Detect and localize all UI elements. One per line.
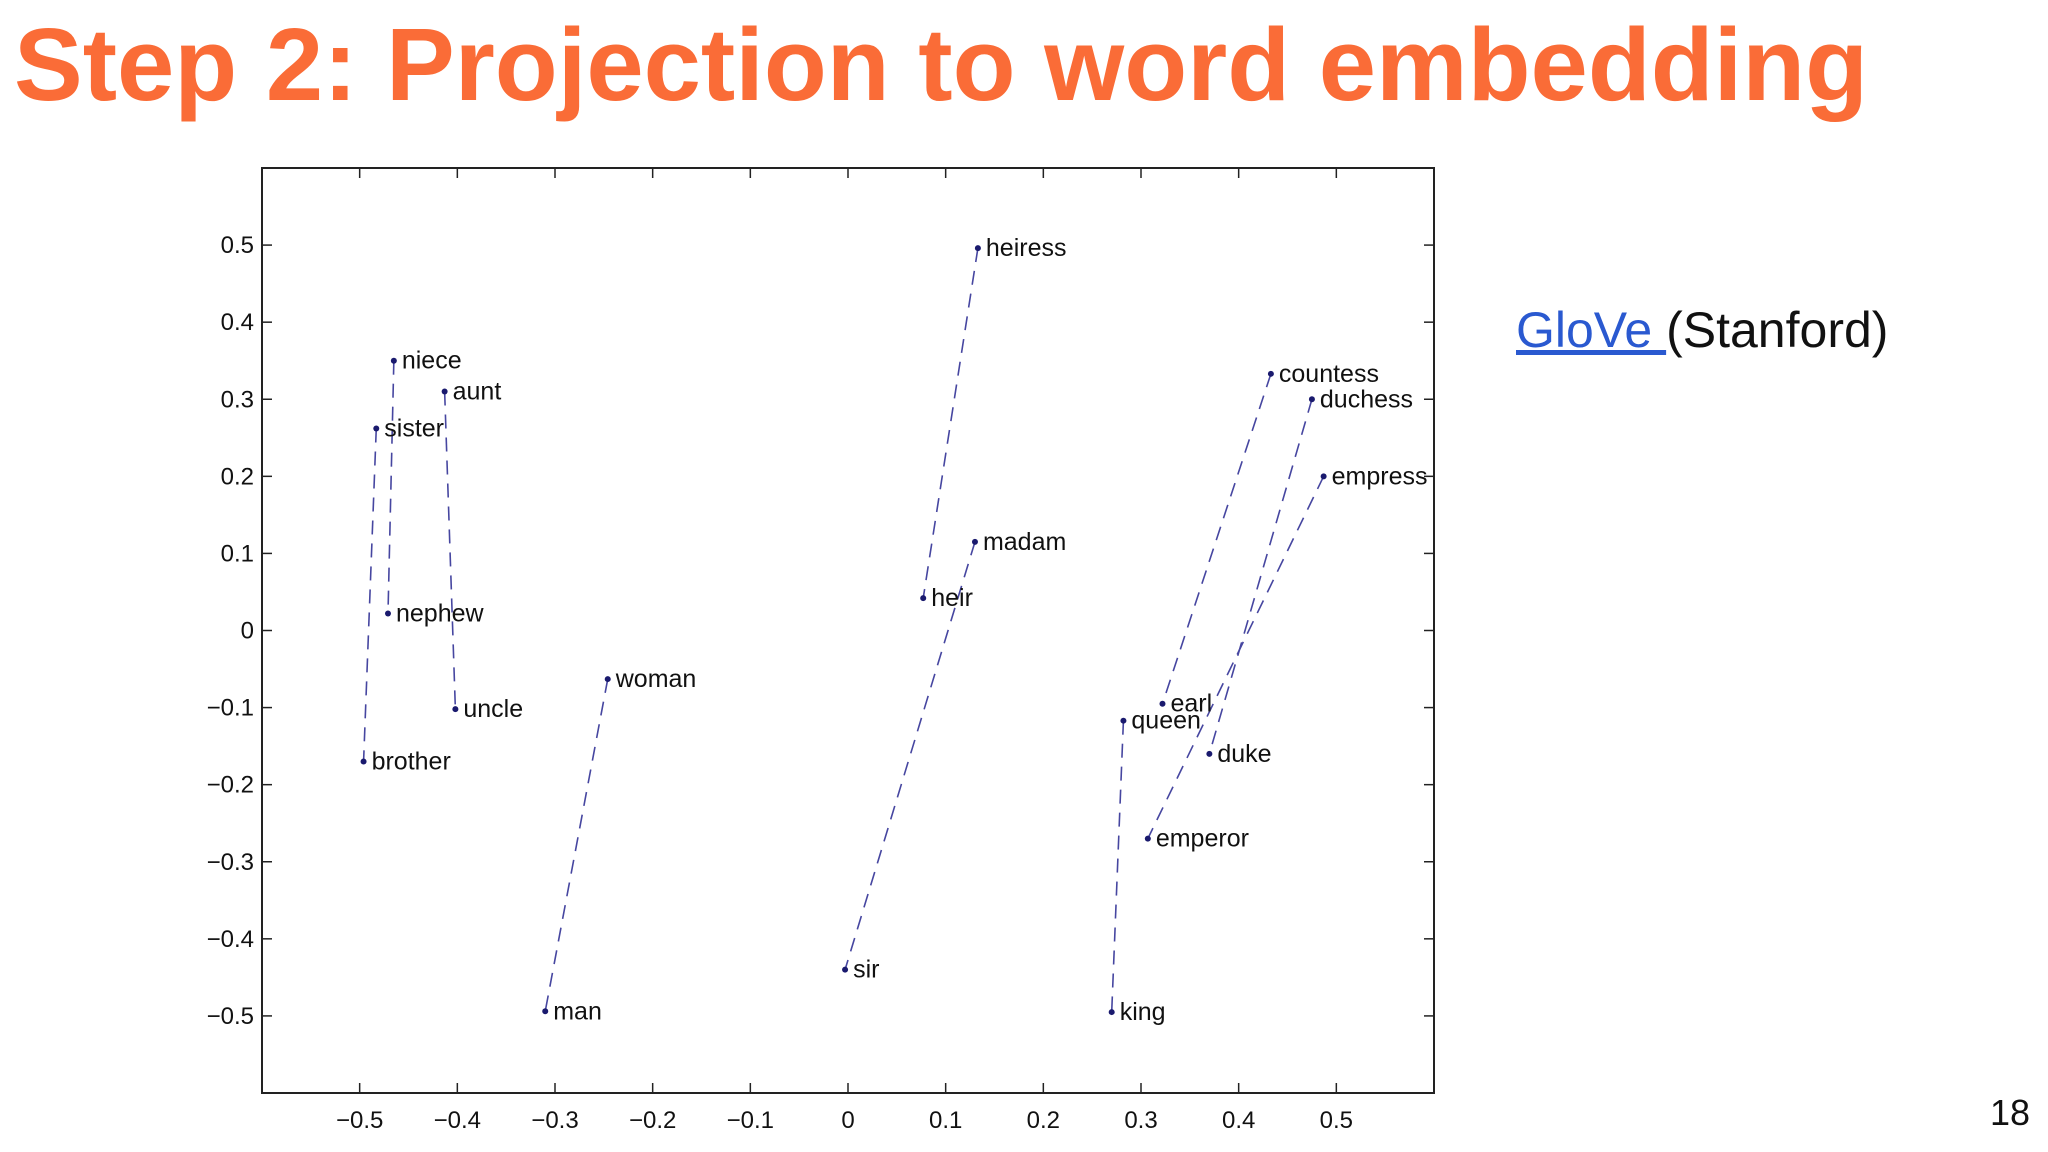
point-label-man: man	[553, 997, 602, 1025]
y-tick-label-0-1: 0.1	[221, 540, 254, 567]
point-nephew	[384, 610, 391, 617]
point-niece	[390, 357, 397, 364]
point-label-duchess: duchess	[1320, 385, 1413, 413]
point-label-earl: earl	[1170, 690, 1212, 718]
point-label-duke: duke	[1217, 740, 1271, 768]
y-tick-label-0: 0	[241, 618, 254, 645]
point-label-empress: empress	[1332, 462, 1428, 490]
point-queen	[1120, 717, 1127, 724]
y-tick-label-0-5: 0.5	[221, 232, 254, 259]
pair-line-sister-brother	[362, 428, 378, 762]
x-tick-label-0-2: 0.2	[1027, 1107, 1060, 1134]
x-axis: −0.5 −0.4 −0.3 −0.2 −0.1 0 0.1 0.2 0.3 0.4 0.5	[336, 168, 1353, 1134]
point-heiress	[974, 245, 981, 252]
glove-link[interactable]: GloVe	[1516, 302, 1667, 358]
point-label-queen: queen	[1131, 707, 1201, 735]
pair-line-woman-man	[544, 678, 609, 1012]
point-sir	[842, 966, 849, 973]
point-label-countess: countess	[1279, 360, 1379, 388]
pair-line-duchess-duke	[1208, 399, 1313, 755]
data-points: niece aunt sister nephew uncle brother woman ma…	[360, 234, 1428, 1026]
pair-line-empress-emperor	[1147, 475, 1325, 839]
point-duchess	[1308, 396, 1315, 403]
y-tick-label-minus-0-3: −0.3	[207, 849, 254, 876]
point-man	[542, 1008, 549, 1015]
point-sister	[373, 425, 380, 432]
point-label-aunt: aunt	[453, 378, 502, 406]
point-aunt	[441, 388, 448, 395]
point-label-brother: brother	[372, 748, 451, 776]
source-note-suffix: (Stanford)	[1666, 302, 1889, 358]
pair-lines	[362, 248, 1325, 1013]
x-tick-label-minus-0-5: −0.5	[336, 1107, 383, 1134]
plot-area-frame	[261, 167, 1435, 1094]
point-label-uncle: uncle	[463, 695, 523, 723]
point-label-heir: heir	[931, 584, 973, 612]
point-label-sir: sir	[853, 956, 879, 984]
slide-title: Step 2: Projection to word embedding	[14, 7, 1869, 122]
point-label-nephew: nephew	[396, 600, 485, 628]
y-tick-label-0-3: 0.3	[221, 386, 254, 413]
x-tick-label-0-4: 0.4	[1222, 1107, 1255, 1134]
y-tick-label-0-4: 0.4	[221, 309, 254, 336]
y-tick-label-minus-0-5: −0.5	[207, 1003, 254, 1030]
pair-line-madam-sir	[844, 541, 976, 970]
y-tick-label-0-2: 0.2	[221, 463, 254, 490]
pair-line-queen-king	[1110, 720, 1125, 1013]
point-king	[1108, 1009, 1115, 1016]
point-label-niece: niece	[402, 347, 462, 375]
x-tick-label-minus-0-1: −0.1	[727, 1107, 774, 1134]
slide-number: 18	[1990, 1092, 2031, 1133]
x-tick-label-minus-0-2: −0.2	[629, 1107, 676, 1134]
y-tick-label-minus-0-2: −0.2	[207, 772, 254, 799]
pair-line-countess-earl	[1161, 373, 1272, 704]
point-earl	[1159, 700, 1166, 707]
point-label-emperor: emperor	[1156, 825, 1249, 853]
point-emperor	[1144, 835, 1151, 842]
point-label-heiress: heiress	[986, 234, 1067, 262]
x-tick-label-0-1: 0.1	[929, 1107, 962, 1134]
point-label-woman: woman	[615, 665, 697, 693]
y-tick-label-minus-0-4: −0.4	[207, 926, 254, 953]
source-note: GloVe (Stanford)	[1516, 301, 1888, 359]
point-woman	[604, 676, 611, 683]
x-tick-label-minus-0-3: −0.3	[531, 1107, 578, 1134]
x-tick-label-0: 0	[841, 1107, 854, 1134]
point-empress	[1320, 473, 1327, 480]
point-countess	[1267, 370, 1274, 377]
x-tick-label-0-5: 0.5	[1320, 1107, 1353, 1134]
point-uncle	[452, 706, 459, 713]
point-duke	[1206, 750, 1213, 757]
point-label-king: king	[1120, 998, 1166, 1026]
x-tick-label-0-3: 0.3	[1124, 1107, 1157, 1134]
point-heir	[920, 595, 927, 602]
y-tick-label-minus-0-1: −0.1	[207, 695, 254, 722]
pair-line-aunt-uncle	[443, 391, 457, 710]
y-axis: 0.5 0.4 0.3 0.2 0.1 0 −0.1 −0.2 −0.3 −0.4 −0.5	[207, 232, 1434, 1030]
pair-line-heiress-heir	[922, 248, 979, 599]
point-brother	[360, 758, 367, 765]
pair-line-niece-nephew	[387, 360, 395, 614]
point-label-sister: sister	[384, 415, 444, 443]
x-tick-label-minus-0-4: −0.4	[434, 1107, 481, 1134]
point-label-madam: madam	[983, 528, 1066, 556]
point-madam	[971, 538, 978, 545]
